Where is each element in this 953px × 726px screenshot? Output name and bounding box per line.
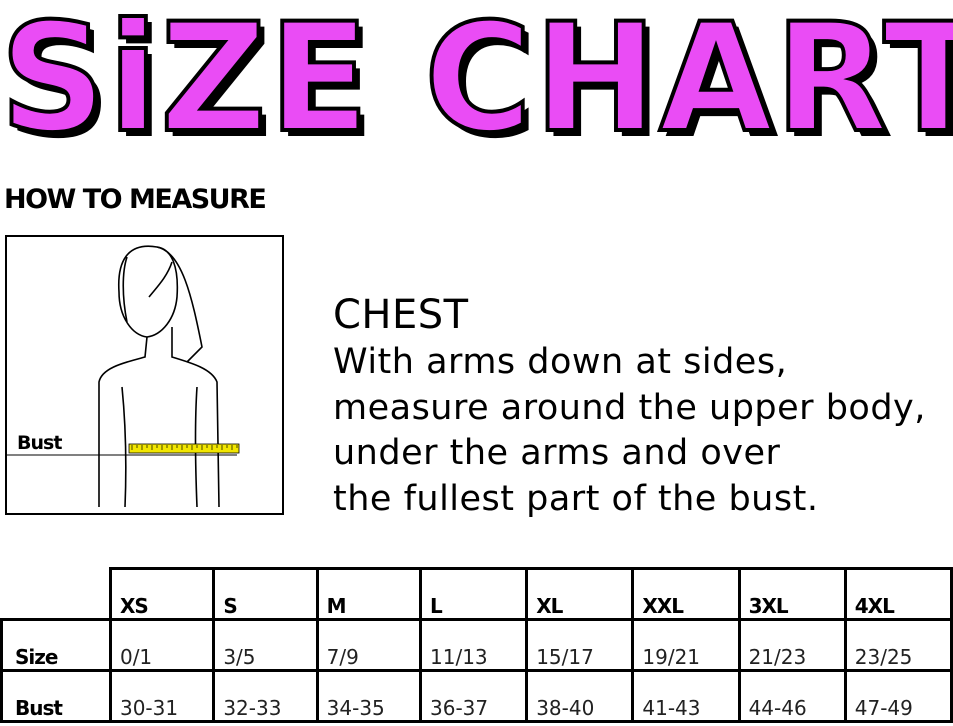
table-cell: 19/21: [631, 618, 741, 672]
table-cell: 7/9: [315, 618, 423, 672]
column-header: M: [315, 567, 423, 621]
table-cell: 41-43: [631, 669, 741, 723]
table-cell: 0/1: [108, 618, 216, 672]
table-cell: 36-37: [418, 669, 529, 723]
how-to-measure-heading: HOW TO MEASURE: [4, 184, 267, 215]
header-row: XS S M L XL XXL 3XL 4XL: [1, 567, 953, 621]
column-header: 4XL: [843, 567, 953, 621]
row-label: Size: [0, 618, 112, 672]
table-cell: 11/13: [418, 618, 529, 672]
measure-illustration: Bust: [5, 235, 284, 515]
column-header: L: [418, 567, 529, 621]
table-cell: 23/25: [843, 618, 953, 672]
bust-label: Bust: [17, 432, 62, 454]
corner-cell: [1, 568, 111, 621]
measuring-tape-icon: [128, 443, 240, 454]
table-cell: 32-33: [212, 669, 319, 723]
row-label: Bust: [0, 669, 112, 723]
woman-outline-icon: Bust: [7, 245, 240, 508]
column-header: XXL: [631, 567, 741, 621]
table-cell: 38-40: [525, 669, 635, 723]
column-header: S: [212, 567, 319, 621]
size-table: XS S M L XL XXL 3XL 4XL Size 0/1 3/5 7/9…: [0, 567, 953, 723]
table-row: Bust 30-31 32-33 34-35 36-37 38-40 41-43…: [0, 669, 953, 723]
column-header: 3XL: [737, 567, 847, 621]
size-chart-title: SiZE CHART: [0, 0, 953, 168]
chest-line: the fullest part of the bust.: [333, 478, 819, 519]
chest-line: under the arms and over: [333, 433, 781, 473]
chest-line: measure around the upper body,: [333, 387, 926, 428]
table-cell: 21/23: [737, 618, 847, 672]
column-header: XS: [108, 567, 216, 621]
table-cell: 44-46: [737, 669, 847, 723]
chest-instructions: CHEST With arms down at sides, measure a…: [333, 290, 926, 522]
table-row: Size 0/1 3/5 7/9 11/13 15/17 19/21 21/23…: [0, 618, 953, 672]
chest-line: With arms down at sides,: [333, 342, 788, 382]
table-cell: 30-31: [108, 669, 216, 723]
table-cell: 47-49: [843, 669, 953, 723]
column-header: XL: [525, 567, 635, 621]
table-cell: 34-35: [315, 669, 423, 723]
table-cell: 15/17: [525, 618, 635, 672]
table-cell: 3/5: [212, 618, 319, 672]
chest-heading: CHEST: [333, 292, 469, 338]
